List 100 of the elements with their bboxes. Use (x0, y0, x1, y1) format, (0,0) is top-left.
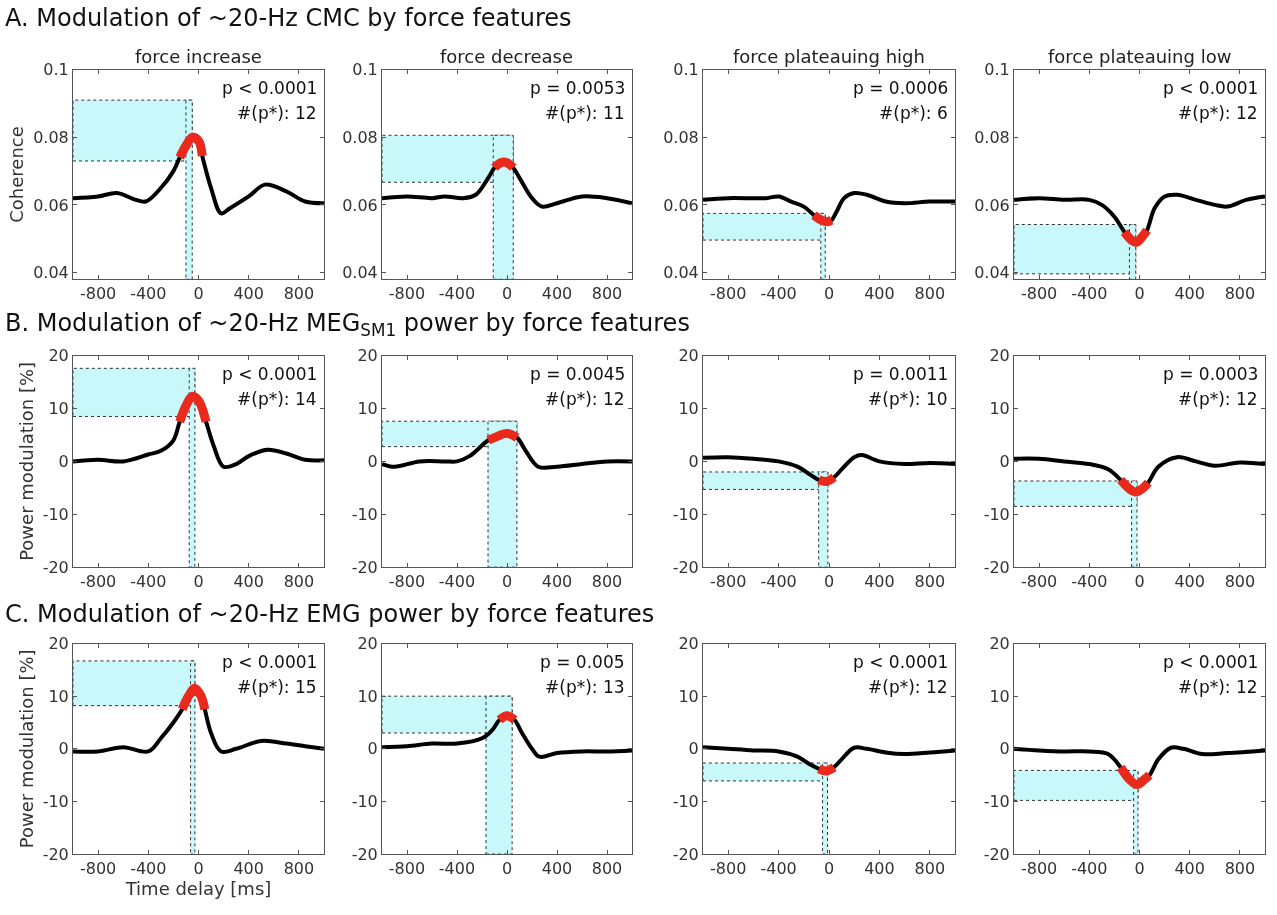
annotation: #(p*): 10 (868, 389, 948, 409)
x-tick-label: 0 (193, 859, 204, 879)
y-tick-label: 0 (58, 452, 69, 472)
y-tick-label: 0.04 (974, 263, 1010, 283)
x-tick-label: -800 (1020, 859, 1058, 879)
y-tick-label: 10 (48, 399, 69, 419)
y-tick-label: 0.06 (342, 195, 378, 215)
y-tick-label: 0 (999, 452, 1010, 472)
x-tick-label: 0 (501, 859, 513, 879)
y-tick-label: 10 (48, 686, 69, 706)
x-tick-label: -800 (388, 859, 426, 879)
x-tick-label: 0 (1134, 859, 1145, 879)
x-tick-label: -400 (130, 859, 167, 879)
y-tick-label: 20 (357, 634, 378, 654)
y-tick-label: 0 (688, 452, 699, 472)
x-tick-label: 400 (541, 859, 573, 879)
chart-subtitle: force decrease (440, 46, 574, 67)
y-tick-label: 20 (989, 634, 1010, 654)
y-tick-label: 0 (367, 452, 378, 472)
y-tick-label: -10 (42, 792, 69, 812)
annotation: p < 0.0001 (1163, 78, 1259, 98)
y-tick-label: -20 (42, 557, 69, 577)
y-tick-label: 0.1 (352, 60, 378, 80)
x-tick-label: 0 (501, 284, 513, 304)
x-tick-label: 0 (1134, 284, 1145, 304)
x-tick-label: -400 (130, 284, 167, 304)
chart-title: B. Modulation of ~20-Hz MEG$_{SM1}$ power by force features (5, 309, 690, 341)
annotation: #(p*): 11 (545, 103, 625, 123)
y-tick-label: 0.08 (342, 127, 378, 147)
annotation: p = 0.0053 (530, 78, 626, 98)
x-tick-label: 400 (864, 859, 895, 879)
chart-subtitle: force plateauing high (733, 46, 925, 67)
line-series (703, 453, 955, 484)
annotation: p = 0.0003 (1163, 364, 1259, 384)
x-tick-label: -800 (79, 284, 117, 304)
y-tick-label: -20 (351, 557, 378, 577)
x-tick-label: -800 (710, 859, 747, 879)
x-tick-label: 800 (591, 572, 623, 592)
x-tick-label: 400 (233, 572, 264, 592)
y-tick-label: 0.04 (663, 263, 699, 283)
x-tick-label: 800 (283, 572, 315, 592)
y-tick-label: -20 (983, 557, 1010, 577)
x-tick-label: 0 (501, 572, 513, 592)
x-tick-label: 800 (914, 284, 946, 304)
x-tick-label: -400 (760, 572, 797, 592)
x-tick-label: 400 (1174, 859, 1205, 879)
y-tick-label: 20 (48, 634, 69, 654)
annotation: p < 0.0001 (222, 364, 318, 384)
annotation: #(p*): 13 (545, 677, 625, 697)
x-tick-label: -400 (760, 859, 797, 879)
x-tick-label: 800 (914, 572, 946, 592)
x-tick-label: 800 (914, 859, 946, 879)
annotation: #(p*): 12 (237, 103, 317, 123)
y-tick-label: -10 (983, 792, 1010, 812)
annotation: p = 0.0045 (530, 364, 626, 384)
annotation: #(p*): 15 (237, 677, 317, 697)
y-tick-label: -10 (672, 792, 699, 812)
y-tick-label: -20 (42, 844, 69, 864)
chart-subtitle: force increase (135, 46, 262, 67)
y-tick-label: 0.06 (974, 195, 1010, 215)
x-tick-label: -400 (438, 572, 476, 592)
y-tick-label: 0.08 (33, 127, 69, 147)
x-tick-label: 400 (233, 859, 264, 879)
y-tick-label: 0.1 (43, 60, 69, 80)
x-tick-label: 400 (541, 572, 573, 592)
y-tick-label: 20 (357, 346, 378, 366)
x-tick-label: -400 (438, 859, 476, 879)
y-tick-label: 0 (58, 739, 69, 759)
annotation: #(p*): 12 (868, 677, 948, 697)
y-tick-label: 0.04 (33, 263, 69, 283)
y-tick-label: 10 (678, 399, 699, 419)
x-tick-label: 0 (823, 572, 835, 592)
y-tick-label: 0 (367, 739, 378, 759)
x-tick-label: -800 (79, 572, 117, 592)
x-tick-label: -400 (130, 572, 167, 592)
x-tick-label: 400 (1174, 572, 1205, 592)
chart-title: C. Modulation of ~20-Hz EMG power by force features (5, 600, 655, 628)
x-tick-label: 0 (823, 284, 835, 304)
line-series (703, 745, 955, 773)
annotation: p < 0.0001 (1163, 652, 1259, 672)
y-axis-title: Power modulation [%] (15, 649, 37, 849)
x-tick-label: -800 (1020, 572, 1058, 592)
x-axis-title: Time delay [ms] (124, 878, 272, 900)
y-tick-label: 0 (688, 739, 699, 759)
x-tick-label: 800 (283, 284, 315, 304)
annotation: p = 0.0011 (853, 364, 949, 384)
y-tick-label: -10 (672, 504, 699, 524)
chart-subtitle: force plateauing low (1048, 46, 1232, 67)
x-tick-label: -800 (388, 572, 426, 592)
annotation: #(p*): 12 (1178, 677, 1258, 697)
x-tick-label: 400 (233, 284, 264, 304)
annotation: p < 0.0001 (222, 78, 318, 98)
y-tick-label: -10 (983, 504, 1010, 524)
y-tick-label: 10 (989, 399, 1010, 419)
x-tick-label: -400 (760, 284, 797, 304)
annotation: #(p*): 6 (879, 103, 948, 123)
x-tick-label: -400 (1071, 859, 1108, 879)
y-tick-label: -10 (351, 792, 378, 812)
line-series (703, 190, 955, 224)
y-axis-title: Coherence (6, 126, 28, 223)
